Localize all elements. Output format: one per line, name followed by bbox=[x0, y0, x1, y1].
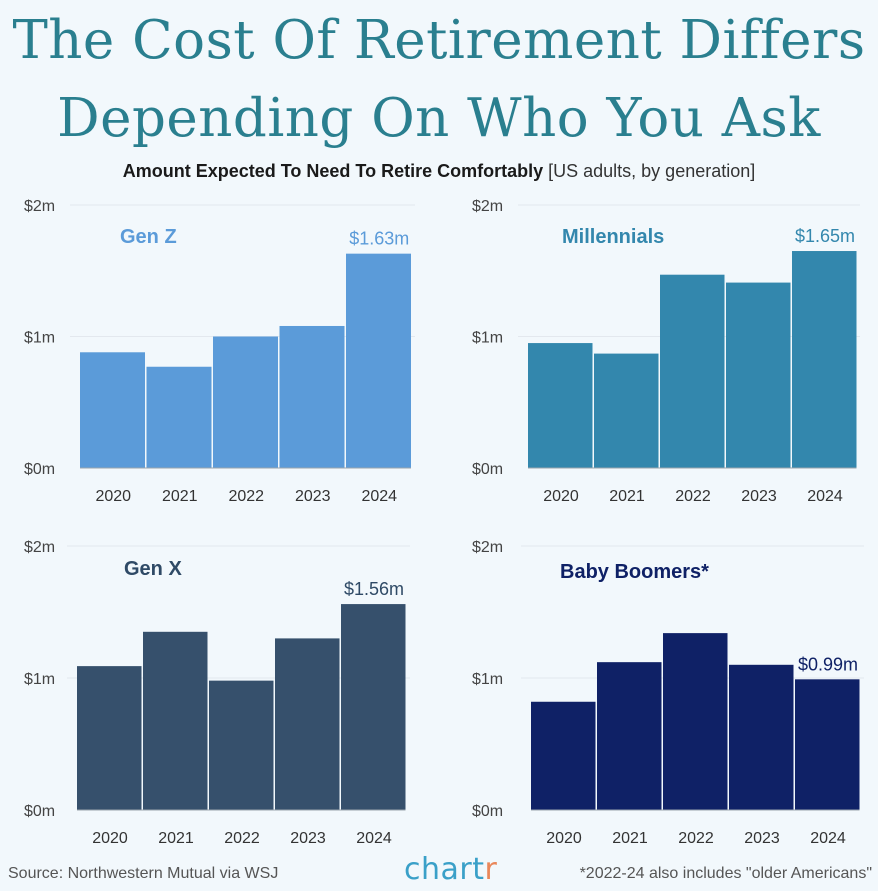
subtitle-note: [US adults, by generation] bbox=[548, 161, 756, 181]
millennials-x-tick-label: 2024 bbox=[807, 488, 843, 505]
gen-x-y-tick-label: $2m bbox=[24, 539, 55, 556]
baby-boomers-bar bbox=[795, 679, 860, 810]
millennials-y-tick-label: $0m bbox=[472, 461, 503, 478]
gen-x-panel-title: Gen X bbox=[124, 558, 182, 580]
millennials-x-tick-label: 2023 bbox=[741, 488, 777, 505]
gen-z-x-tick-label: 2024 bbox=[361, 488, 397, 505]
millennials-x-tick-label: 2021 bbox=[609, 488, 645, 505]
millennials-bar bbox=[528, 343, 593, 468]
logo-accent: r bbox=[484, 852, 498, 887]
gen-x-x-tick-label: 2023 bbox=[290, 830, 326, 847]
baby-boomers-y-tick-label: $0m bbox=[472, 803, 503, 820]
gen-x-data-label: $1.56m bbox=[344, 579, 404, 599]
gen-z-bar bbox=[80, 352, 145, 468]
gen-z-y-tick-label: $2m bbox=[24, 198, 55, 215]
source-note: Source: Northwestern Mutual via WSJ bbox=[8, 865, 279, 882]
subtitle-main: Amount Expected To Need To Retire Comfor… bbox=[122, 161, 544, 181]
millennials-y-tick-label: $1m bbox=[472, 330, 503, 347]
baby-boomers-x-tick-label: 2021 bbox=[612, 830, 648, 847]
gen-x-y-tick-label: $1m bbox=[24, 671, 55, 688]
chart-subtitle: Amount Expected To Need To Retire Comfor… bbox=[0, 161, 878, 182]
millennials-panel-title: Millennials bbox=[562, 226, 664, 248]
gen-z-data-label: $1.63m bbox=[349, 229, 409, 249]
millennials-y-tick-label: $2m bbox=[472, 198, 503, 215]
gen-x-x-tick-label: 2022 bbox=[224, 830, 260, 847]
footnote: *2022-24 also includes "older Americans" bbox=[579, 865, 872, 882]
gen-z-bar bbox=[346, 253, 411, 468]
gen-z-x-tick-label: 2022 bbox=[228, 488, 264, 505]
gen-x-x-tick-label: 2020 bbox=[92, 830, 128, 847]
millennials-x-tick-label: 2020 bbox=[543, 488, 579, 505]
baby-boomers-y-tick-label: $2m bbox=[472, 539, 503, 556]
millennials-bar bbox=[594, 353, 659, 468]
gen-x-bar bbox=[209, 680, 274, 810]
millennials-x-tick-label: 2022 bbox=[675, 488, 711, 505]
gen-x-bar bbox=[77, 666, 142, 810]
baby-boomers-panel-title: Baby Boomers* bbox=[560, 561, 709, 583]
gen-z-x-tick-label: 2023 bbox=[295, 488, 331, 505]
gen-x-bar bbox=[341, 604, 406, 810]
millennials-bar bbox=[660, 274, 725, 468]
baby-boomers-data-label: $0.99m bbox=[798, 654, 858, 674]
baby-boomers-bar bbox=[663, 633, 728, 810]
gen-z-x-tick-label: 2021 bbox=[162, 488, 198, 505]
millennials-bar bbox=[792, 251, 857, 468]
baby-boomers-bar bbox=[597, 662, 662, 810]
gen-x-y-tick-label: $0m bbox=[24, 803, 55, 820]
baby-boomers-x-tick-label: 2022 bbox=[678, 830, 714, 847]
gen-z-y-tick-label: $1m bbox=[24, 330, 55, 347]
gen-x-bar bbox=[275, 638, 340, 810]
millennials-data-label: $1.65m bbox=[795, 226, 855, 246]
title-line-2: Depending On Who You Ask bbox=[57, 88, 821, 149]
page-title: The Cost Of Retirement Differs Depending… bbox=[0, 2, 878, 158]
millennials-bar bbox=[726, 282, 791, 468]
baby-boomers-bar bbox=[531, 701, 596, 810]
baby-boomers-y-tick-label: $1m bbox=[472, 671, 503, 688]
baby-boomers-x-tick-label: 2024 bbox=[810, 830, 846, 847]
baby-boomers-x-tick-label: 2023 bbox=[744, 830, 780, 847]
gen-x-bar bbox=[143, 631, 208, 810]
gen-z-panel-title: Gen Z bbox=[120, 226, 177, 248]
gen-z-bar bbox=[146, 366, 212, 468]
gen-z-bar bbox=[279, 325, 345, 468]
gen-x-x-tick-label: 2024 bbox=[356, 830, 392, 847]
title-line-1: The Cost Of Retirement Differs bbox=[12, 10, 866, 71]
gen-z-y-tick-label: $0m bbox=[24, 461, 55, 478]
baby-boomers-bar bbox=[729, 664, 794, 810]
logo-text: chart bbox=[404, 852, 485, 887]
gen-z-bar bbox=[213, 336, 278, 468]
baby-boomers-x-tick-label: 2020 bbox=[546, 830, 582, 847]
gen-x-x-tick-label: 2021 bbox=[158, 830, 194, 847]
gen-z-x-tick-label: 2020 bbox=[95, 488, 131, 505]
chartr-logo: chartr bbox=[404, 852, 497, 887]
